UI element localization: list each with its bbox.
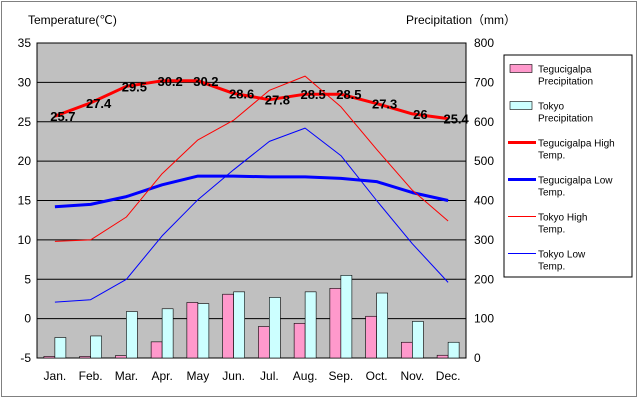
precip-bar (436, 354, 449, 359)
right-tick-label: 200 (474, 272, 494, 286)
precip-bar (365, 315, 377, 359)
data-label: 25.4 (443, 112, 469, 127)
legend-label: Tegucigalpa High (538, 139, 615, 150)
data-label: 25.7 (50, 109, 75, 124)
precip-bar (115, 355, 127, 359)
temp-line (54, 127, 449, 303)
precip-bar (340, 275, 353, 359)
right-tick-label: 700 (474, 75, 494, 89)
precip-bar (43, 356, 56, 359)
data-label: 26 (413, 107, 427, 122)
precip-bar (401, 341, 413, 359)
right-tick-label: 800 (474, 36, 494, 50)
left-tick-label: 20 (18, 154, 32, 168)
legend-label: Temp. (538, 151, 565, 162)
precip-bar (269, 297, 281, 359)
precip-bar (304, 291, 317, 359)
data-label: 27.8 (265, 93, 290, 108)
right-tick-label: 100 (474, 312, 494, 326)
data-label: 30.2 (193, 74, 218, 89)
legend-box (503, 54, 633, 278)
precip-bar (150, 341, 163, 359)
data-label: 28.6 (229, 86, 254, 101)
right-tick-label: 400 (474, 194, 494, 208)
x-tick-label: May (187, 369, 210, 383)
legend-label: Precipitation (538, 77, 593, 88)
x-tick-label: Mar. (115, 369, 138, 383)
precip-bar (233, 291, 245, 359)
left-tick-label: 0 (24, 312, 31, 326)
data-label: 29.5 (122, 79, 147, 94)
legend-swatch (509, 101, 533, 110)
precip-bar (186, 302, 199, 359)
left-tick-label: 10 (18, 233, 32, 247)
data-label: 28.5 (300, 87, 325, 102)
left-tick-label: 5 (24, 272, 31, 286)
data-label: 30.2 (157, 74, 182, 89)
temp-line (54, 79, 449, 121)
legend-label: Tokyo (538, 102, 565, 113)
precip-bar (79, 356, 91, 359)
precip-bar (161, 308, 174, 359)
precip-bar (293, 323, 306, 359)
precip-bar (329, 288, 342, 359)
x-tick-label: Oct. (366, 369, 388, 383)
right-tick-label: 300 (474, 233, 494, 247)
legend-label: Precipitation (538, 114, 593, 125)
data-label: 28.5 (336, 87, 361, 102)
x-tick-label: Jul. (260, 369, 279, 383)
precip-bar (54, 337, 67, 359)
precip-bar (376, 292, 388, 359)
left-tick-label: 15 (18, 194, 32, 208)
temp-line (54, 75, 449, 242)
left-tick-label: 35 (18, 36, 32, 50)
x-tick-label: Dec. (436, 369, 461, 383)
precip-bar (197, 303, 210, 359)
left-tick-label: -5 (20, 351, 31, 365)
right-tick-label: 600 (474, 115, 494, 129)
precip-bar (258, 326, 270, 359)
precip-bar (126, 311, 138, 359)
legend-swatch (509, 64, 533, 73)
precip-bar (447, 341, 460, 359)
legend-label: Tokyo High (538, 213, 587, 224)
precip-bar (90, 335, 102, 359)
precip-bar (412, 321, 424, 359)
legend-label: Temp. (538, 225, 565, 236)
left-tick-label: 30 (18, 75, 32, 89)
x-tick-label: Nov. (400, 369, 424, 383)
x-tick-label: Sep. (329, 369, 354, 383)
legend-label: Tegucigalpa (538, 65, 592, 76)
right-tick-label: 500 (474, 154, 494, 168)
x-tick-label: Jan. (44, 369, 67, 383)
x-tick-label: Feb. (79, 369, 103, 383)
legend-label: Tokyo Low (538, 250, 586, 261)
right-tick-label: 0 (474, 351, 481, 365)
data-label: 27.4 (86, 96, 112, 111)
x-tick-label: Jun. (222, 369, 245, 383)
legend-label: Temp. (538, 188, 565, 199)
x-tick-label: Aug. (293, 369, 318, 383)
right-axis-title: Precipitation（mm） (406, 13, 516, 27)
left-axis-title: Temperature(℃) (28, 13, 117, 27)
legend-label: Temp. (538, 262, 565, 273)
x-tick-label: Apr. (151, 369, 172, 383)
temp-line (54, 174, 449, 209)
precip-bar (222, 293, 234, 359)
legend-label: Tegucigalpa Low (538, 176, 613, 187)
data-label: 27.3 (372, 97, 397, 112)
left-tick-label: 25 (18, 115, 32, 129)
